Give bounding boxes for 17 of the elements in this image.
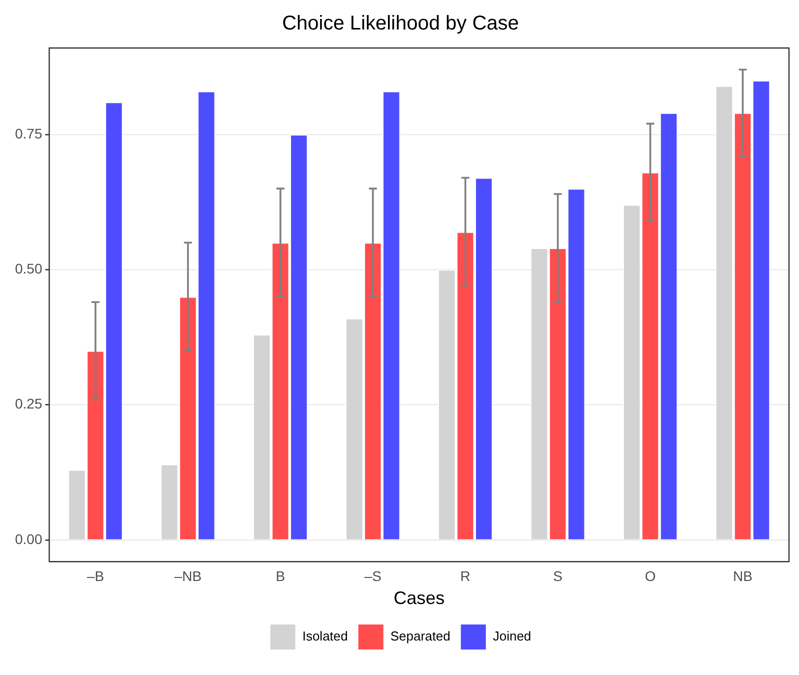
legend-label: Isolated bbox=[302, 628, 348, 644]
x-tick-label: –NB bbox=[174, 568, 202, 584]
legend-label: Separated bbox=[390, 628, 450, 644]
y-tick-label: 0.00 bbox=[15, 530, 42, 547]
y-tick-label: 0.75 bbox=[15, 125, 42, 142]
x-tick-label: S bbox=[553, 568, 562, 584]
x-tick-label: B bbox=[276, 568, 286, 584]
chart-title: Choice Likelihood by Case bbox=[282, 12, 519, 35]
x-axis-title: Cases bbox=[394, 588, 445, 608]
legend-label: Joined bbox=[492, 628, 532, 644]
x-tick-label: O bbox=[644, 568, 656, 584]
x-tick-label: R bbox=[460, 568, 470, 584]
y-tick-label: 0.25 bbox=[15, 396, 42, 412]
y-tick-label: 0.50 bbox=[15, 260, 42, 277]
x-tick-label: –S bbox=[364, 568, 382, 584]
x-tick-label: NB bbox=[733, 568, 752, 584]
x-tick-label: –B bbox=[86, 568, 104, 584]
